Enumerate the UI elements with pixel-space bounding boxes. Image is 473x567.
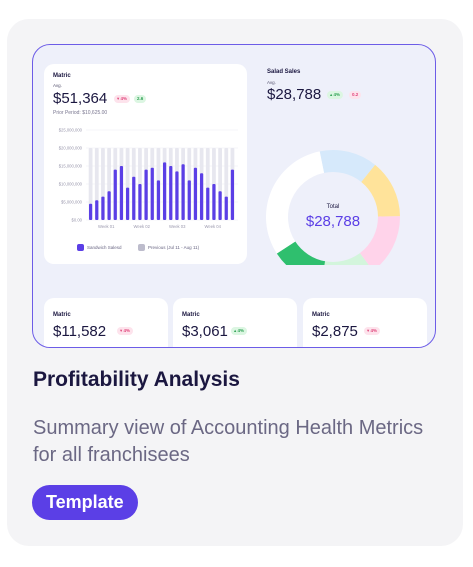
metric-card-label: Matric xyxy=(182,312,200,318)
checkbox-icon xyxy=(77,244,84,251)
panel-title: Matric xyxy=(53,73,71,79)
bar-current[interactable] xyxy=(230,169,235,220)
donut-chart: Total $28,788 xyxy=(266,150,400,265)
card-title[interactable]: Profitability Analysis xyxy=(33,368,240,391)
metric-card-badge: ▴ 4% xyxy=(231,327,248,335)
card-description: Summary view of Accounting Health Metric… xyxy=(33,417,424,466)
bar-current[interactable] xyxy=(138,184,142,220)
prior-period: Prior Period: $10,625.00 xyxy=(53,110,107,116)
metric-card-1: Matric $11,582 ▾ 4% xyxy=(44,298,168,347)
panel-sub: Avg. xyxy=(53,83,62,88)
bar-current[interactable] xyxy=(212,184,216,220)
metric-card-value: $11,582 xyxy=(53,323,107,340)
bar-current[interactable] xyxy=(101,196,105,220)
bar-current[interactable] xyxy=(156,180,161,220)
bar-current[interactable] xyxy=(144,169,148,220)
salad-sub: Avg. xyxy=(267,80,276,85)
metric-card-value: $2,875 xyxy=(312,323,358,340)
bar-current[interactable] xyxy=(107,191,111,220)
donut-segment[interactable] xyxy=(361,164,400,217)
metric-chart-panel: Matric Avg. $51,364 ▾ 4% 2.6 Prior Perio… xyxy=(44,64,247,264)
panel-value: $51,364 xyxy=(53,90,108,107)
bar-current[interactable] xyxy=(132,176,136,220)
bar-current[interactable] xyxy=(181,164,185,220)
legend-current-label: Sandwich Salesd xyxy=(87,245,122,250)
legend-previous-label: Previous (Jul 11 - Aug 11) xyxy=(148,245,200,250)
metric-card-label: Matric xyxy=(53,312,71,318)
change-badge-red: ▾ 4% xyxy=(114,95,131,103)
donut-segment[interactable] xyxy=(276,241,326,265)
prior-period-value: $10,625.00 xyxy=(82,110,108,116)
metric-card-3: Matric $2,875 ▾ 4% xyxy=(303,298,427,347)
x-tick-label: Week 02 xyxy=(134,224,151,229)
salad-sales-panel: Salad Sales Avg. $28,788 ▴ 4% 0.2 Total … xyxy=(265,65,425,265)
bar-current[interactable] xyxy=(193,167,198,220)
bar-current[interactable] xyxy=(206,187,210,220)
salad-title: Salad Sales xyxy=(267,69,301,75)
metric-card-value: $3,061 xyxy=(182,323,228,340)
donut-segment[interactable] xyxy=(319,150,376,182)
bar-current[interactable] xyxy=(187,180,191,220)
bar-current[interactable] xyxy=(163,162,167,220)
donut-total-label: Total xyxy=(327,204,340,210)
y-tick-label: $5,000,000 xyxy=(61,200,83,205)
y-tick-label: $10,000,000 xyxy=(59,182,83,187)
salad-badge-green: ▴ 4% xyxy=(327,91,344,99)
template-tag[interactable]: Template xyxy=(32,485,138,520)
metric-card-2: Matric $3,061 ▴ 4% xyxy=(173,298,297,347)
bar-current[interactable] xyxy=(150,167,154,220)
bar-current[interactable] xyxy=(224,196,228,220)
y-tick-label: $25,000,000 xyxy=(59,128,83,133)
bar-previous[interactable] xyxy=(88,148,93,220)
y-tick-label: $0.00 xyxy=(72,218,83,223)
metric-card-badge: ▾ 4% xyxy=(117,327,134,335)
legend-previous[interactable]: Previous (Jul 11 - Aug 11) xyxy=(138,244,199,251)
bar-current[interactable] xyxy=(113,169,117,220)
bar-current[interactable] xyxy=(95,200,99,220)
bar-current[interactable] xyxy=(119,166,124,220)
salad-badge-red: 0.2 xyxy=(349,91,362,99)
bar-chart: $0.00 $5,000,000 $10,000,000 $15,000,000 $20… xyxy=(59,128,238,229)
y-tick-label: $15,000,000 xyxy=(59,164,83,169)
dashboard-preview: Matric Avg. $51,364 ▾ 4% 2.6 Prior Perio… xyxy=(32,44,436,348)
bar-current[interactable] xyxy=(200,173,204,220)
bar-current[interactable] xyxy=(89,203,93,220)
donut-segment[interactable] xyxy=(266,151,325,254)
y-tick-label: $20,000,000 xyxy=(59,146,83,151)
x-tick-label: Week 04 xyxy=(205,224,222,229)
donut-segment[interactable] xyxy=(359,216,400,265)
bar-current[interactable] xyxy=(218,191,222,220)
bar-current[interactable] xyxy=(126,187,130,220)
checkbox-icon xyxy=(138,244,145,251)
salad-value: $28,788 xyxy=(267,86,322,103)
metric-card-badge: ▾ 4% xyxy=(364,327,381,335)
donut-segment[interactable] xyxy=(321,253,373,265)
change-badge-green: 2.6 xyxy=(134,95,147,103)
x-tick-label: Week 03 xyxy=(169,224,186,229)
metric-card-label: Matric xyxy=(312,312,330,318)
bar-current[interactable] xyxy=(175,171,179,220)
x-tick-label: Week 01 xyxy=(98,224,115,229)
prior-period-label: Prior Period: xyxy=(53,110,81,116)
donut-total-value: $28,788 xyxy=(306,213,360,230)
legend-current[interactable]: Sandwich Salesd xyxy=(77,244,122,251)
bar-current[interactable] xyxy=(169,166,173,220)
